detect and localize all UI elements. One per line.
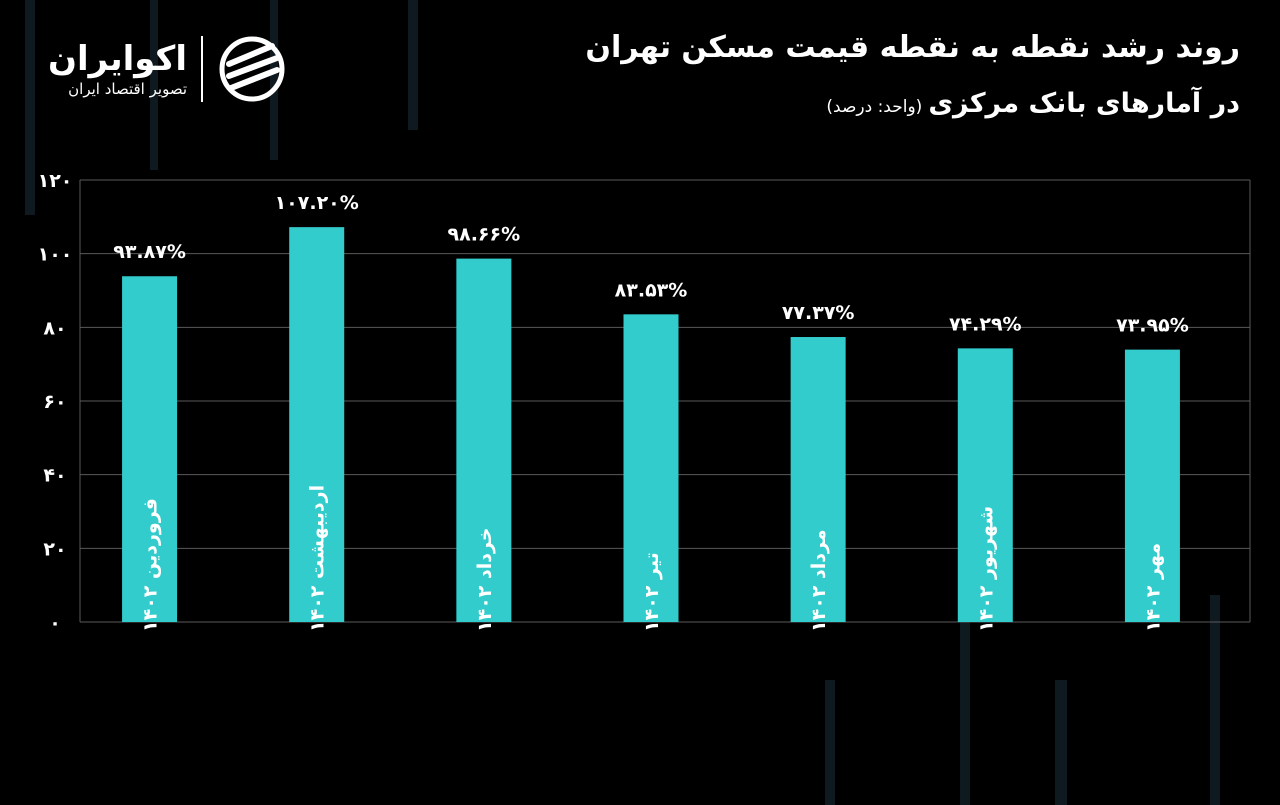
unit-note: (واحد: درصد) [826, 97, 923, 117]
data-label: ۱۰۷.۲۰% [275, 192, 359, 214]
bar [790, 337, 846, 622]
chart-title-block: روند رشد نقطه به نقطه قیمت مسکن تهران در… [585, 20, 1240, 135]
data-label: ۷۳.۹۵% [1116, 315, 1189, 337]
y-tick-label: ۸۰ [43, 317, 66, 339]
y-tick-label: ۴۰ [43, 465, 66, 487]
x-tick-label: تیر ۱۴۰۲ [641, 552, 663, 632]
x-tick-label: شهریور ۱۴۰۲ [975, 506, 997, 632]
chart-subtitle: در آمارهای بانک مرکزی [928, 88, 1240, 119]
y-tick-label: ۲۰ [43, 538, 66, 560]
brand-emblem-icon [219, 36, 285, 102]
y-tick-label: ۱۲۰ [38, 170, 73, 192]
bar [623, 314, 679, 622]
x-tick-label: اردیبهشت ۱۴۰۲ [307, 485, 329, 632]
y-tick-label: ۱۰۰ [38, 244, 73, 266]
bar [122, 276, 178, 622]
data-label: ۹۸.۶۶% [448, 224, 521, 246]
bar [1124, 349, 1180, 622]
data-label: ۷۴.۲۹% [949, 313, 1022, 335]
y-tick-label: ۶۰ [43, 391, 66, 413]
data-label: ۸۳.۵۳% [615, 279, 688, 301]
bar [289, 227, 345, 622]
x-tick-label: مرداد ۱۴۰۲ [808, 529, 830, 632]
x-tick-label: فروردین ۱۴۰۲ [140, 498, 162, 632]
brand-name: اکوایران [48, 39, 187, 79]
logo-divider [201, 36, 203, 102]
brand-logo: اکوایران تصویر اقتصاد ایران [48, 34, 287, 104]
chart-title: روند رشد نقطه به نقطه قیمت مسکن تهران [585, 30, 1240, 65]
bar [456, 258, 512, 622]
x-tick-label: مهر ۱۴۰۲ [1142, 543, 1164, 632]
data-label: ۷۷.۳۷% [782, 302, 855, 324]
bar [957, 348, 1013, 622]
y-tick-label: ۰ [49, 612, 61, 634]
brand-tagline: تصویر اقتصاد ایران [68, 80, 187, 98]
x-tick-label: خرداد ۱۴۰۲ [474, 527, 496, 632]
data-label: ۹۳.۸۷% [113, 241, 186, 263]
